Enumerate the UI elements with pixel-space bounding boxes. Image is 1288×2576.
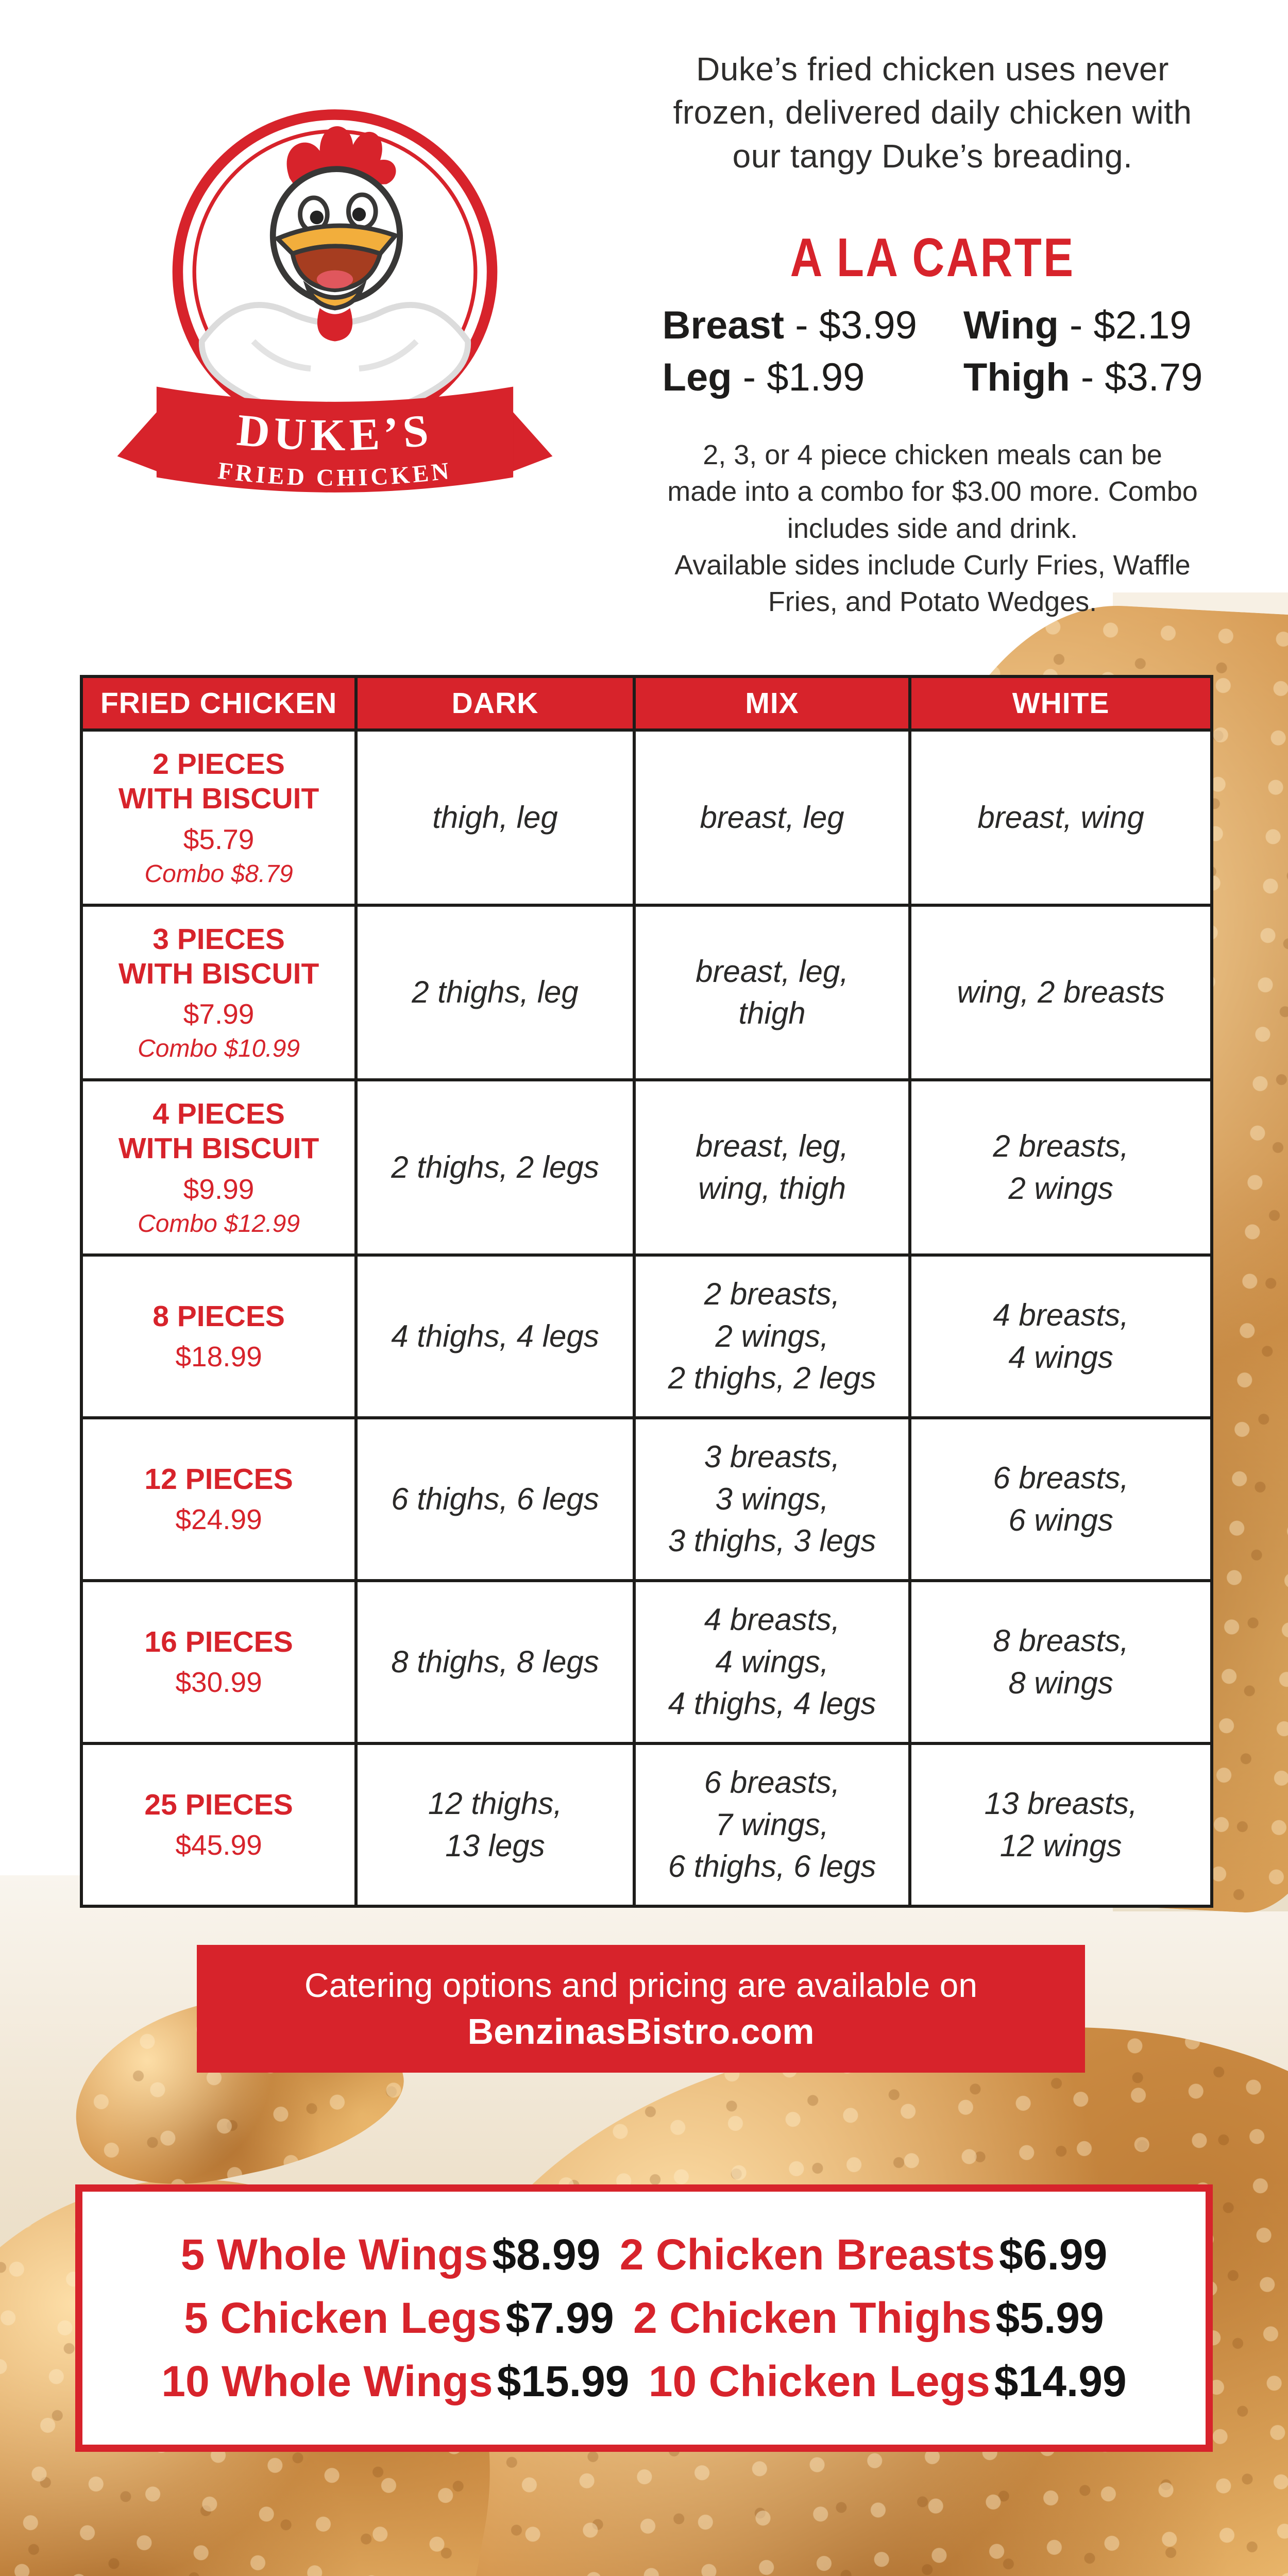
logo-name-line1: DUKE’S bbox=[235, 405, 431, 461]
separator: - bbox=[795, 303, 808, 347]
cell-dark: 6 thighs, 6 legs bbox=[354, 1416, 636, 1582]
cell-dark: 2 thighs, 2 legs bbox=[354, 1078, 636, 1257]
separator: - bbox=[1070, 303, 1083, 347]
cell-mix: 4 breasts, 4 wings, 4 thighs, 4 legs bbox=[632, 1579, 912, 1745]
specials-line: 5 Chicken Legs$7.99 2 Chicken Thighs$5.9… bbox=[93, 2293, 1195, 2343]
item-price: $3.79 bbox=[1105, 355, 1203, 399]
cell-dark: 8 thighs, 8 legs bbox=[354, 1579, 636, 1745]
table-row: 25 PIECES $45.99 12 thighs, 13 legs 6 br… bbox=[79, 1741, 1213, 1908]
rooster-icon bbox=[172, 109, 498, 434]
cell-mix: 6 breasts, 7 wings, 6 thighs, 6 legs bbox=[632, 1741, 912, 1908]
table-row: 8 PIECES $18.99 4 thighs, 4 legs 2 breas… bbox=[79, 1253, 1213, 1419]
catering-text: Catering options and pricing are availab… bbox=[304, 1966, 978, 2004]
header-fried-chicken: FRIED CHICKEN bbox=[79, 675, 358, 732]
header-white: WHITE bbox=[908, 675, 1213, 732]
cell-white: 2 breasts, 2 wings bbox=[908, 1078, 1213, 1257]
combo-note: 2, 3, or 4 piece chicken meals can be ma… bbox=[667, 439, 1198, 618]
header-dark: DARK bbox=[354, 675, 636, 732]
cell-pieces: 3 PIECES WITH BISCUIT $7.99 Combo $10.99 bbox=[79, 903, 358, 1081]
cell-dark: 2 thighs, leg bbox=[354, 903, 636, 1081]
cell-dark: 12 thighs, 13 legs bbox=[354, 1741, 636, 1908]
cell-mix: 2 breasts, 2 wings, 2 thighs, 2 legs bbox=[632, 1253, 912, 1419]
cell-pieces: 16 PIECES $30.99 bbox=[79, 1579, 358, 1745]
cell-pieces: 12 PIECES $24.99 bbox=[79, 1416, 358, 1582]
cell-white: wing, 2 breasts bbox=[908, 903, 1213, 1081]
a-la-carte-item-wing: Wing - $2.19 bbox=[963, 303, 1192, 347]
table-row: 3 PIECES WITH BISCUIT $7.99 Combo $10.99… bbox=[79, 903, 1213, 1081]
cell-pieces: 25 PIECES $45.99 bbox=[79, 1741, 358, 1908]
ribbon-banner: DUKE’S FRIED CHICKEN bbox=[117, 386, 553, 493]
a-la-carte-item-breast: Breast - $3.99 bbox=[662, 303, 917, 347]
item-price: $5.79 bbox=[183, 823, 255, 855]
item-combo-price: Combo $12.99 bbox=[138, 1210, 300, 1238]
item-price: $24.99 bbox=[175, 1503, 262, 1536]
item-name: 8 PIECES bbox=[152, 1299, 285, 1333]
item-name: 12 PIECES bbox=[144, 1462, 293, 1496]
special-item: 10 Chicken Legs$14.99 bbox=[648, 2357, 1127, 2405]
cell-pieces: 8 PIECES $18.99 bbox=[79, 1253, 358, 1419]
item-combo-price: Combo $8.79 bbox=[144, 860, 293, 888]
special-item: 5 Chicken Legs$7.99 bbox=[184, 2294, 614, 2342]
separator: - bbox=[1080, 355, 1094, 399]
a-la-carte-item-leg: Leg - $1.99 bbox=[662, 355, 865, 399]
cell-white: 13 breasts, 12 wings bbox=[908, 1741, 1213, 1908]
menu-intro-text: Duke’s fried chicken uses never frozen, … bbox=[673, 50, 1192, 175]
table-row: 2 PIECES WITH BISCUIT $5.79 Combo $8.79 … bbox=[79, 728, 1213, 907]
table-row: 4 PIECES WITH BISCUIT $9.99 Combo $12.99… bbox=[79, 1078, 1213, 1257]
item-name: 3 PIECES WITH BISCUIT bbox=[118, 922, 319, 990]
cell-mix: 3 breasts, 3 wings, 3 thighs, 3 legs bbox=[632, 1416, 912, 1582]
item-price: $2.19 bbox=[1093, 303, 1192, 347]
a-la-carte-item-thigh: Thigh - $3.79 bbox=[963, 355, 1203, 399]
cell-white: 4 breasts, 4 wings bbox=[908, 1253, 1213, 1419]
cell-pieces: 2 PIECES WITH BISCUIT $5.79 Combo $8.79 bbox=[79, 728, 358, 907]
dukes-logo: DUKE’S FRIED CHICKEN bbox=[108, 81, 562, 535]
item-name: 25 PIECES bbox=[144, 1788, 293, 1821]
item-price: $1.99 bbox=[767, 355, 865, 399]
a-la-carte-price-list: Breast - $3.99 Wing - $2.19 Leg - $1.99 … bbox=[556, 303, 1288, 400]
fried-chicken-table: FRIED CHICKEN DARK MIX WHITE 2 PIECES WI… bbox=[79, 675, 1213, 1908]
header-mix: MIX bbox=[632, 675, 912, 732]
cell-mix: breast, leg bbox=[632, 728, 912, 907]
special-item: 5 Whole Wings$8.99 bbox=[180, 2230, 601, 2279]
special-item: 2 Chicken Thighs$5.99 bbox=[633, 2294, 1104, 2342]
item-price: $18.99 bbox=[175, 1341, 262, 1373]
cell-white: breast, wing bbox=[908, 728, 1213, 907]
separator: - bbox=[742, 355, 756, 399]
item-price: $9.99 bbox=[183, 1173, 255, 1205]
specials-line: 5 Whole Wings$8.99 2 Chicken Breasts$6.9… bbox=[93, 2230, 1195, 2280]
cell-mix: breast, leg, thigh bbox=[632, 903, 912, 1081]
specials-line: 10 Whole Wings$15.99 10 Chicken Legs$14.… bbox=[93, 2357, 1195, 2406]
item-price: $3.99 bbox=[819, 303, 917, 347]
special-item: 2 Chicken Breasts$6.99 bbox=[619, 2230, 1108, 2279]
item-price: $7.99 bbox=[183, 998, 255, 1030]
table-header-row: FRIED CHICKEN DARK MIX WHITE bbox=[79, 675, 1213, 732]
a-la-carte-title: A LA CARTE bbox=[790, 227, 1075, 288]
item-name: 16 PIECES bbox=[144, 1625, 293, 1658]
cell-pieces: 4 PIECES WITH BISCUIT $9.99 Combo $12.99 bbox=[79, 1078, 358, 1257]
special-item: 10 Whole Wings$15.99 bbox=[161, 2357, 630, 2405]
cell-dark: 4 thighs, 4 legs bbox=[354, 1253, 636, 1419]
catering-banner: Catering options and pricing are availab… bbox=[197, 1945, 1085, 2073]
item-price: $45.99 bbox=[175, 1829, 262, 1861]
table-row: 16 PIECES $30.99 8 thighs, 8 legs 4 brea… bbox=[79, 1579, 1213, 1745]
cell-white: 8 breasts, 8 wings bbox=[908, 1579, 1213, 1745]
svg-text:DUKE’S: DUKE’S bbox=[235, 405, 435, 461]
item-name: 2 PIECES WITH BISCUIT bbox=[118, 748, 319, 816]
specials-box: 5 Whole Wings$8.99 2 Chicken Breasts$6.9… bbox=[75, 2184, 1213, 2452]
item-name: 4 PIECES WITH BISCUIT bbox=[118, 1097, 319, 1165]
cell-white: 6 breasts, 6 wings bbox=[908, 1416, 1213, 1582]
table-row: 12 PIECES $24.99 6 thighs, 6 legs 3 brea… bbox=[79, 1416, 1213, 1582]
cell-dark: thigh, leg bbox=[354, 728, 636, 907]
item-price: $30.99 bbox=[175, 1666, 262, 1699]
item-combo-price: Combo $10.99 bbox=[138, 1035, 300, 1062]
website-link[interactable]: BenzinasBistro.com bbox=[467, 2011, 815, 2052]
cell-mix: breast, leg, wing, thigh bbox=[632, 1078, 912, 1257]
